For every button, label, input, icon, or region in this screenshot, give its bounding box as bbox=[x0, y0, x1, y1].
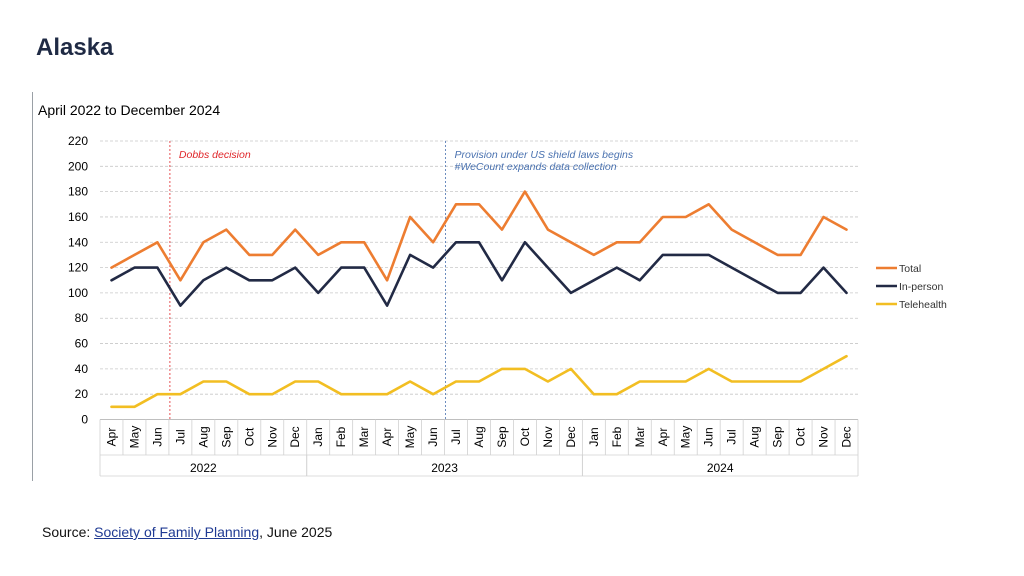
x-tick-label: Mar bbox=[357, 427, 371, 448]
x-tick-label: Feb bbox=[334, 426, 348, 447]
x-tick-label: Jun bbox=[150, 427, 164, 446]
year-label: 2022 bbox=[190, 461, 217, 475]
x-tick-label: Nov bbox=[817, 426, 831, 447]
x-tick-label: May bbox=[128, 426, 142, 449]
annotation-label: #WeCount expands data collection bbox=[455, 161, 617, 173]
x-tick-label: Jan bbox=[587, 427, 601, 446]
x-tick-label: Oct bbox=[794, 427, 808, 446]
source-link[interactable]: Society of Family Planning bbox=[94, 524, 260, 540]
annotations: Dobbs decision Provision under US shield … bbox=[169, 141, 634, 420]
y-tick-label: 200 bbox=[68, 159, 88, 173]
x-tick-label: Dec bbox=[288, 426, 302, 447]
x-axis: Apr May Jun Jul Aug Sep Oct Nov Dec Jan Feb Mar Apr M… bbox=[99, 419, 859, 477]
x-tick-label: Jun bbox=[702, 427, 716, 446]
x-tick-label: Mar bbox=[633, 427, 647, 448]
x-tick-label: May bbox=[403, 426, 417, 449]
x-tick-label: Apr bbox=[105, 428, 119, 447]
x-tick-label: May bbox=[679, 426, 693, 449]
y-tick-label: 40 bbox=[75, 362, 89, 376]
legend-label: Total bbox=[899, 263, 921, 275]
year-label: 2023 bbox=[431, 461, 458, 475]
chart-title: April 2022 to December 2024 bbox=[38, 102, 220, 118]
x-tick-label: Sep bbox=[219, 426, 233, 448]
source-suffix: , June 2025 bbox=[259, 524, 333, 540]
source-prefix: Source: bbox=[42, 524, 95, 540]
y-tick-label: 180 bbox=[68, 185, 88, 199]
x-tick-label: Jul bbox=[449, 429, 463, 444]
x-tick-label: Jul bbox=[725, 429, 739, 444]
page-title: Alaska bbox=[36, 34, 114, 61]
annotation-label: Dobbs decision bbox=[179, 149, 251, 161]
gridlines bbox=[100, 140, 858, 395]
legend-label: Telehealth bbox=[899, 299, 947, 311]
left-divider bbox=[32, 92, 33, 481]
x-tick-label: Dec bbox=[840, 426, 854, 447]
x-tick-label: Nov bbox=[541, 426, 555, 447]
y-axis: 0 20 40 60 80 100 120 140 160 180 200 220 bbox=[68, 134, 88, 427]
y-tick-label: 220 bbox=[68, 134, 88, 148]
series-line-in-person bbox=[110, 241, 848, 307]
series-line-total bbox=[110, 190, 848, 282]
series-lines bbox=[110, 190, 848, 409]
x-tick-label: Jul bbox=[173, 429, 187, 444]
x-tick-label: Nov bbox=[265, 426, 279, 447]
y-tick-label: 120 bbox=[68, 261, 88, 275]
annotation-label: Provision under US shield laws begins bbox=[455, 149, 634, 161]
x-tick-label: Dec bbox=[564, 426, 578, 447]
x-tick-label: Jun bbox=[426, 427, 440, 446]
x-tick-label: Feb bbox=[610, 426, 624, 447]
series-line-telehealth bbox=[110, 354, 848, 409]
x-tick-label: Aug bbox=[472, 426, 486, 447]
x-tick-label: Oct bbox=[518, 427, 532, 446]
y-tick-label: 60 bbox=[75, 337, 89, 351]
x-tick-label: Aug bbox=[748, 426, 762, 447]
x-tick-label: Apr bbox=[380, 428, 394, 447]
x-tick-label: Aug bbox=[196, 426, 210, 447]
y-tick-label: 140 bbox=[68, 235, 88, 249]
y-tick-label: 100 bbox=[68, 286, 88, 300]
x-tick-label: Sep bbox=[771, 426, 785, 448]
legend: Total In-person Telehealth bbox=[876, 263, 947, 311]
x-tick-label: Jan bbox=[311, 427, 325, 446]
y-tick-label: 160 bbox=[68, 210, 88, 224]
y-tick-label: 0 bbox=[81, 413, 88, 427]
source-line: Source: Society of Family Planning, June… bbox=[42, 524, 332, 540]
legend-label: In-person bbox=[899, 281, 944, 293]
y-tick-label: 80 bbox=[75, 311, 89, 325]
y-tick-label: 20 bbox=[75, 387, 89, 401]
x-tick-label: Sep bbox=[495, 426, 509, 448]
x-tick-label: Oct bbox=[242, 427, 256, 446]
x-tick-label: Apr bbox=[656, 428, 670, 447]
year-label: 2024 bbox=[707, 461, 734, 475]
